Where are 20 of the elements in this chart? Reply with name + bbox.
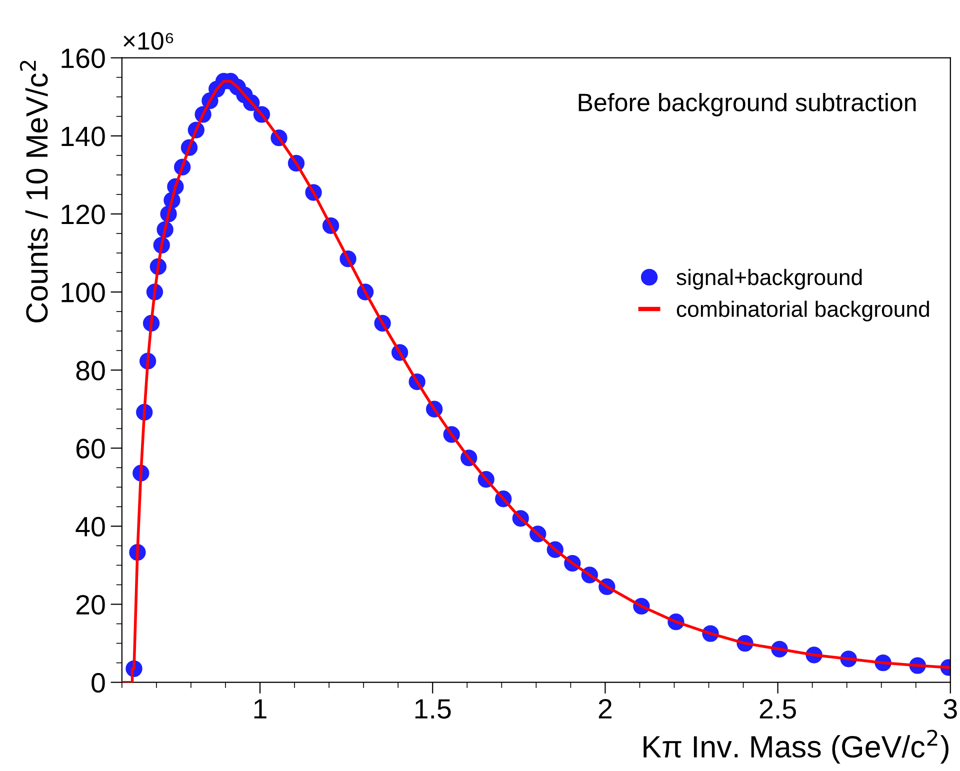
y-tick-label: 160 — [62, 48, 105, 68]
x-tick-label: 3 — [944, 699, 957, 719]
y-tick-label: 100 — [62, 282, 105, 302]
text: ×10⁶ — [124, 32, 174, 50]
x-axis-title: Kπ Inv. Mass (GeV/c$^{2}$) — [644, 730, 948, 764]
y-tick-label: 80 — [76, 360, 105, 380]
y-tick-label: 40 — [76, 516, 105, 537]
y-tick-label: 120 — [62, 204, 105, 224]
y-tick-label: 140 — [62, 126, 105, 146]
y-axis-title: Counts / 10 MeV/c$^{2}$ — [20, 60, 48, 322]
y-tick-label: 60 — [76, 438, 105, 458]
legend-label: signal+background — [676, 268, 862, 290]
x-tick-label: 2.5 — [760, 699, 796, 719]
y-tick-label: 0 — [92, 673, 105, 693]
annotation: Before background subtraction — [578, 93, 916, 116]
x-tick-label: 1.5 — [415, 699, 451, 719]
legend-label: combinatorial background — [676, 300, 929, 322]
y-tick-label: 20 — [76, 594, 105, 615]
x-tick-label: 1 — [254, 699, 266, 718]
x-tick-label: 2 — [598, 699, 612, 718]
